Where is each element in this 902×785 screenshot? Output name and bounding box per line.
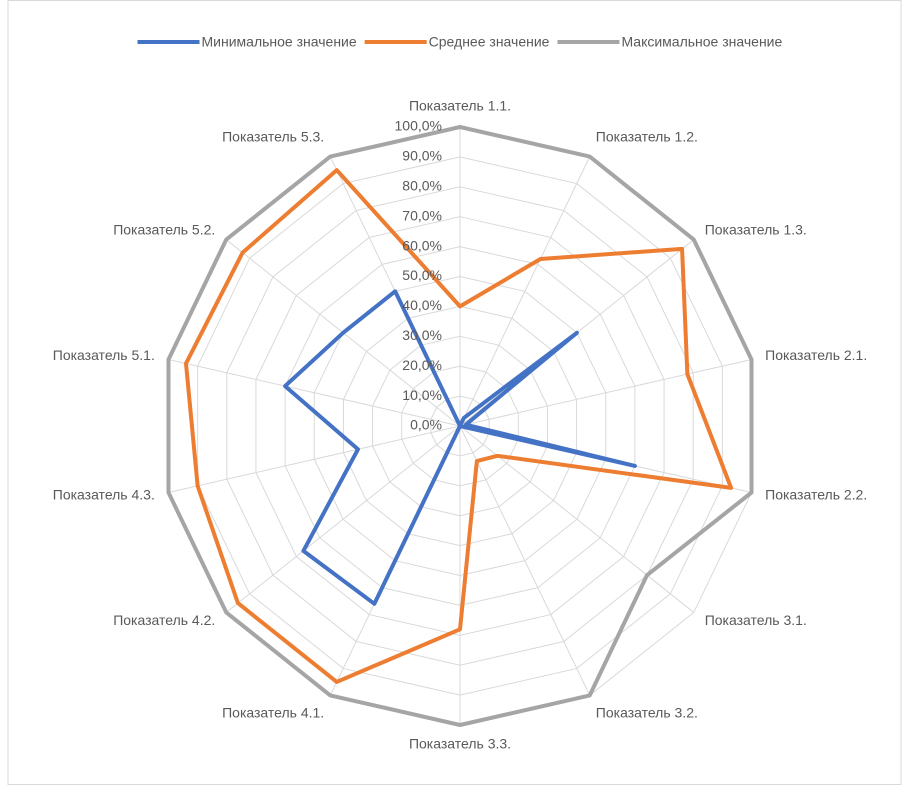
r-tick-label: 0,0% (410, 417, 442, 433)
category-label: Показатель 2.2. (765, 486, 867, 502)
r-tick-label: 100,0% (395, 118, 442, 134)
legend-label: Максимальное значение (621, 34, 782, 50)
r-tick-label: 90,0% (402, 148, 442, 164)
r-tick-label: 40,0% (402, 297, 442, 313)
category-label: Показатель 3.1. (705, 612, 807, 628)
spoke (459, 425, 591, 696)
category-label: Показатель 5.1. (53, 347, 155, 363)
series-line (166, 125, 754, 727)
series-line (283, 289, 637, 606)
r-tick-label: 30,0% (402, 327, 442, 343)
category-label: Показатель 1.3. (705, 222, 807, 238)
category-label: Показатель 3.3. (409, 736, 511, 752)
spoke (225, 425, 461, 613)
spoke (459, 156, 591, 427)
spoke (168, 425, 461, 494)
r-tick-label: 50,0% (402, 267, 442, 283)
category-label: Показатель 3.2. (596, 705, 698, 721)
category-label: Показатель 1.2. (596, 129, 698, 145)
legend-label: Среднее значение (429, 34, 550, 50)
r-tick-label: 20,0% (402, 357, 442, 373)
category-label: Показатель 1.1. (409, 98, 511, 114)
category-label: Показатель 2.1. (765, 347, 867, 363)
category-label: Показатель 5.3. (222, 129, 324, 145)
r-tick-label: 70,0% (402, 207, 442, 223)
spoke (459, 358, 752, 427)
category-label: Показатель 4.3. (53, 486, 155, 502)
category-label: Показатель 4.1. (222, 705, 324, 721)
spoke (168, 358, 461, 427)
category-label: Показатель 5.2. (113, 222, 215, 238)
r-tick-label: 60,0% (402, 237, 442, 253)
r-tick-label: 80,0% (402, 178, 442, 194)
legend: Минимальное значение Среднее значение Макс… (137, 34, 782, 50)
legend-label: Минимальное значение (202, 34, 357, 50)
category-label: Показатель 4.2. (113, 612, 215, 628)
r-tick-label: 10,0% (402, 387, 442, 403)
series-line (183, 168, 734, 684)
chart-frame (7, 0, 902, 785)
